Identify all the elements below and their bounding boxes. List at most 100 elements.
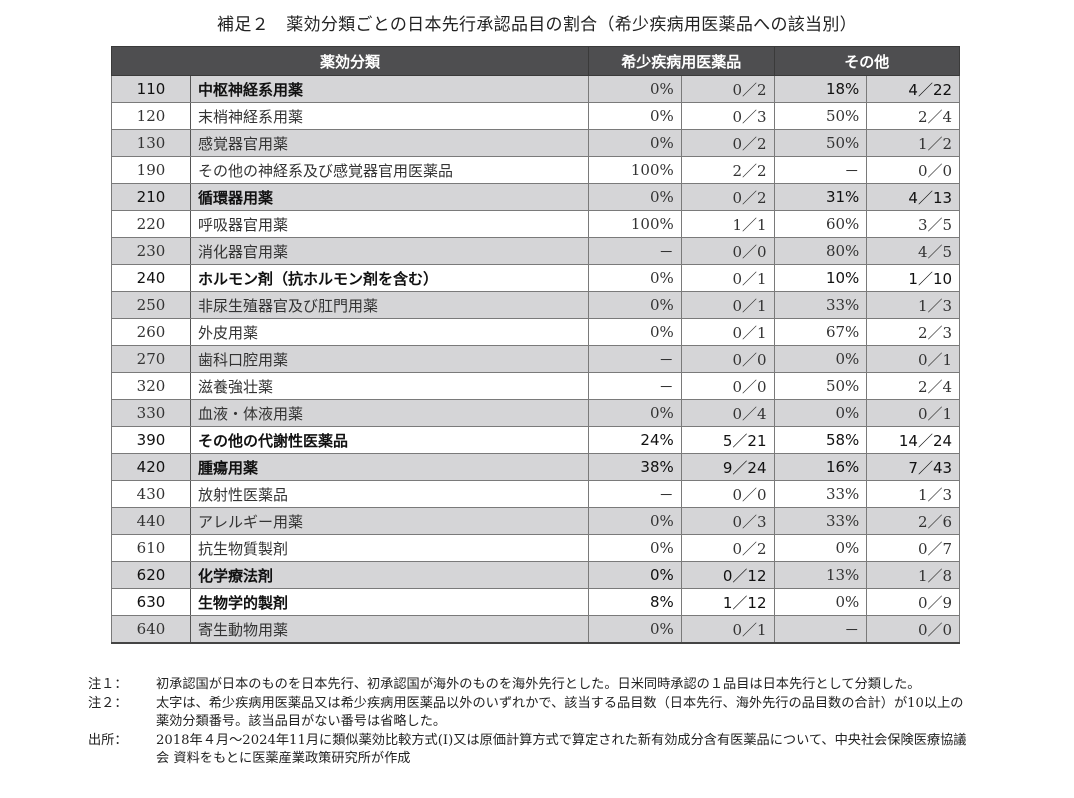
orphan-ratio: 0／1 [680, 615, 775, 644]
other-ratio: 14／24 [866, 426, 961, 454]
other-pct: 60% [773, 210, 868, 238]
other-pct: 0% [773, 345, 868, 373]
orphan-pct: 38% [588, 453, 682, 481]
orphan-ratio: 0／0 [680, 345, 775, 373]
row-name: その他の神経系及び感覚器官用医薬品 [189, 156, 590, 184]
row-code: 610 [111, 534, 191, 562]
table-row: 130 感覚器官用薬 0% 0／2 50% 1／2 [111, 129, 961, 157]
header-other: その他 [773, 46, 961, 76]
other-ratio: 2／3 [866, 318, 961, 346]
note-item: 出所： 2018年４月～2024年11月に類似薬効比較方式(Ⅰ)又は原価計算方式で… [88, 732, 968, 769]
table-row: 610 抗生物質製剤 0% 0／2 0% 0／7 [111, 534, 961, 562]
other-pct: 80% [773, 237, 868, 265]
other-ratio: 0／0 [866, 156, 961, 184]
other-ratio: 0／1 [866, 399, 961, 427]
orphan-ratio: 0／0 [680, 480, 775, 508]
note-text: 2018年４月～2024年11月に類似薬効比較方式(Ⅰ)又は原価計算方式で算定さ… [156, 732, 967, 767]
other-pct: 67% [773, 318, 868, 346]
row-code: 640 [111, 615, 191, 644]
other-pct: － [773, 615, 868, 644]
table-row: 240 ホルモン剤（抗ホルモン剤を含む） 0% 0／1 10% 1／10 [111, 264, 961, 292]
row-code: 430 [111, 480, 191, 508]
other-ratio: 2／4 [866, 102, 961, 130]
other-pct: 10% [773, 264, 868, 292]
other-pct: 33% [773, 480, 868, 508]
orphan-pct: 0% [588, 561, 682, 589]
note-label: 出所： [88, 732, 128, 748]
orphan-ratio: 0／2 [680, 183, 775, 211]
row-code: 630 [111, 588, 191, 616]
orphan-ratio: 0／0 [680, 237, 775, 265]
row-name: 感覚器官用薬 [189, 129, 590, 157]
row-name: 化学療法剤 [189, 561, 590, 589]
other-pct: 33% [773, 291, 868, 319]
table-row: 320 滋養強壮薬－ 0／0 50% 2／4 [111, 372, 961, 400]
header-orphan: 希少疾病用医薬品 [588, 46, 775, 76]
row-code: 390 [111, 426, 191, 454]
row-name: ホルモン剤（抗ホルモン剤を含む） [189, 264, 590, 292]
orphan-pct: 0% [588, 102, 682, 130]
row-code: 250 [111, 291, 191, 319]
table-row: 330 血液・体液用薬 0% 0／4 0% 0／1 [111, 399, 961, 427]
row-code: 330 [111, 399, 191, 427]
orphan-ratio: 0／4 [680, 399, 775, 427]
orphan-ratio: 0／2 [680, 129, 775, 157]
orphan-ratio: 0／3 [680, 507, 775, 535]
other-ratio: 1／3 [866, 480, 961, 508]
table-header-row: 薬効分類 希少疾病用医薬品 その他 [110, 46, 961, 76]
note-text: 初承認国が日本のものを日本先行、初承認国が海外のものを海外先行とした。日米同時承… [156, 677, 921, 692]
row-name: 生物学的製剤 [189, 588, 590, 616]
orphan-pct: 24% [588, 426, 682, 454]
other-pct: 31% [773, 183, 868, 211]
notes-section: 注１： 初承認国が日本のものを日本先行、初承認国が海外のものを海外先行とした。日米… [88, 676, 968, 769]
row-name: 循環器用薬 [189, 183, 590, 211]
table-row: 220 呼吸器官用薬 100% 1／1 60% 3／5 [111, 210, 961, 238]
table-title: 補足２ 薬効分類ごとの日本先行承認品目の割合（希少疾病用医薬品への該当別） [217, 15, 857, 35]
orphan-ratio: 0／0 [680, 372, 775, 400]
row-code: 270 [111, 345, 191, 373]
row-code: 220 [111, 210, 191, 238]
orphan-pct: 8% [588, 588, 682, 616]
row-code: 240 [111, 264, 191, 292]
table-row: 190 その他の神経系及び感覚器官用医薬品 100% 2／2 － 0／0 [111, 156, 961, 184]
orphan-ratio: 2／2 [680, 156, 775, 184]
other-pct: 0% [773, 399, 868, 427]
other-pct: 13% [773, 561, 868, 589]
orphan-pct: － [588, 345, 682, 373]
other-pct: 0% [773, 534, 868, 562]
row-code: 620 [111, 561, 191, 589]
row-code: 420 [111, 453, 191, 481]
other-ratio: 0／9 [866, 588, 961, 616]
other-ratio: 0／1 [866, 345, 961, 373]
table-row: 210 循環器用薬 0% 0／2 31% 4／13 [111, 183, 961, 211]
orphan-pct: 100% [588, 156, 682, 184]
other-pct: － [773, 156, 868, 184]
orphan-pct: 0% [588, 534, 682, 562]
other-pct: 0% [773, 588, 868, 616]
row-name: 末梢神経系用薬 [189, 102, 590, 130]
orphan-pct: 0% [588, 291, 682, 319]
other-pct: 50% [773, 129, 868, 157]
orphan-pct: 100% [588, 210, 682, 238]
other-ratio: 2／6 [866, 507, 961, 535]
row-name: アレルギー用薬 [189, 507, 590, 535]
other-ratio: 1／10 [866, 264, 961, 292]
row-code: 130 [111, 129, 191, 157]
orphan-ratio: 0／2 [680, 534, 775, 562]
note-item: 注１： 初承認国が日本のものを日本先行、初承認国が海外のものを海外先行とした。日米… [88, 676, 968, 695]
row-code: 260 [111, 318, 191, 346]
orphan-pct: － [588, 480, 682, 508]
row-code: 440 [111, 507, 191, 535]
orphan-pct: 0% [588, 318, 682, 346]
other-ratio: 4／5 [866, 237, 961, 265]
classification-table: 薬効分類 希少疾病用医薬品 その他 110 中枢神経系用薬 0% 0／2 18% 4／22… [110, 46, 961, 644]
row-name: 滋養強壮薬 [189, 372, 590, 400]
row-code: 110 [111, 75, 191, 103]
table-row: 390 その他の代謝性医薬品 24% 5／21 58% 14／24 [111, 426, 961, 454]
note-text: 太字は、希少疾病用医薬品又は希少疾病用医薬品以外のいずれかで、該当する品目数（日… [156, 695, 964, 730]
orphan-pct: 0% [588, 75, 682, 103]
row-name: 非尿生殖器官及び肛門用薬 [189, 291, 590, 319]
header-category: 薬効分類 [110, 46, 590, 76]
row-name: 抗生物質製剤 [189, 534, 590, 562]
orphan-pct: 0% [588, 129, 682, 157]
